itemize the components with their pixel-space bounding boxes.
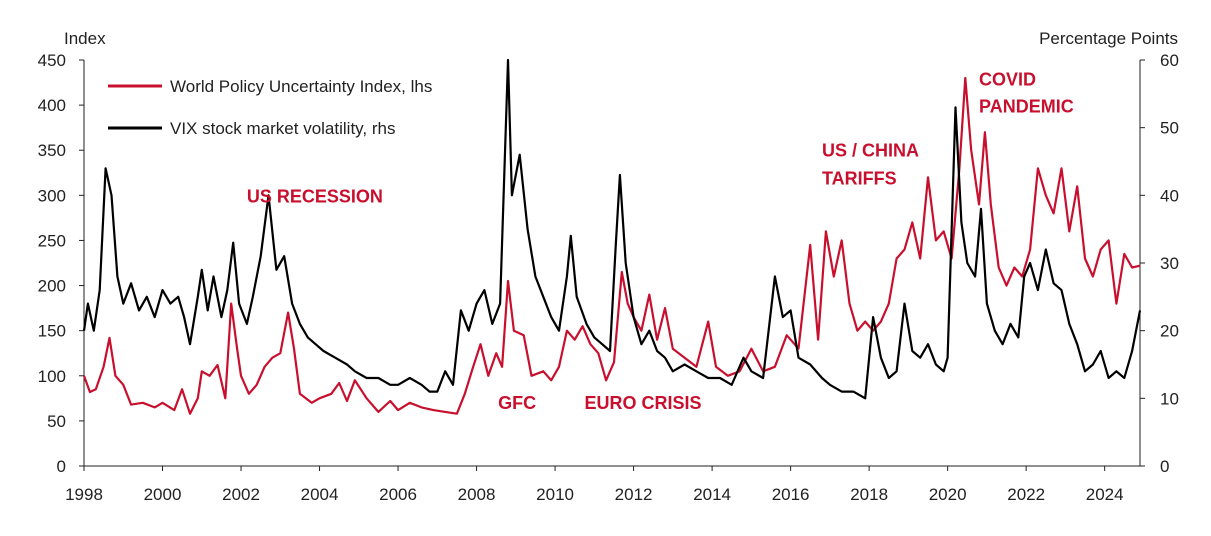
left-axis-title: Index (64, 29, 106, 48)
annotation-label: US RECESSION (247, 187, 383, 207)
series-line-wpui (82, 76, 1141, 415)
x-tick-label: 2004 (301, 485, 339, 504)
annotation-label: EURO CRISIS (585, 393, 702, 413)
legend-label-wpui: World Policy Uncertainty Index, lhs (170, 77, 432, 96)
right-tick-label: 40 (1160, 186, 1179, 205)
x-tick-label: 2000 (144, 485, 182, 504)
right-axis-ticks: 0 10 20 30 40 50 60 (1140, 51, 1179, 476)
annotation-label: PANDEMIC (979, 96, 1074, 116)
right-tick-label: 50 (1160, 119, 1179, 138)
annotation-label: COVID (979, 69, 1036, 89)
x-tick-label: 2012 (615, 485, 653, 504)
right-tick-label: 10 (1160, 389, 1179, 408)
right-tick-label: 30 (1160, 254, 1179, 273)
left-tick-label: 400 (38, 96, 66, 115)
legend-label-vix: VIX stock market volatility, rhs (170, 119, 395, 138)
annotation-label: GFC (498, 393, 536, 413)
left-tick-label: 200 (38, 277, 66, 296)
x-tick-label: 2002 (222, 485, 260, 504)
right-tick-label: 60 (1160, 51, 1179, 70)
x-tick-label: 1998 (65, 485, 103, 504)
x-tick-label: 2010 (536, 485, 574, 504)
left-tick-label: 50 (47, 412, 66, 431)
x-tick-label: 2008 (458, 485, 496, 504)
x-axis-ticks: 1998 2000 2002 2004 2006 2008 2010 2012 2014 2016… (65, 466, 1124, 504)
x-tick-label: 2024 (1086, 485, 1124, 504)
annotation-label: US / CHINA (822, 141, 919, 161)
plot-area (82, 58, 1142, 415)
left-tick-label: 300 (38, 186, 66, 205)
left-tick-label: 150 (38, 322, 66, 341)
right-tick-label: 0 (1160, 457, 1169, 476)
annotation-label: TARIFFS (822, 169, 897, 189)
series-line-vix (82, 58, 1142, 400)
x-tick-label: 2014 (693, 485, 731, 504)
x-tick-label: 2020 (929, 485, 967, 504)
left-tick-label: 100 (38, 367, 66, 386)
left-tick-label: 350 (38, 141, 66, 160)
right-axis-title: Percentage Points (1039, 29, 1178, 48)
left-tick-label: 450 (38, 51, 66, 70)
right-tick-label: 20 (1160, 322, 1179, 341)
left-axis-ticks: 0 50 100 150 200 250 300 350 400 450 (38, 51, 84, 476)
legend: World Policy Uncertainty Index, lhs VIX … (108, 77, 432, 138)
x-tick-label: 2022 (1007, 485, 1045, 504)
x-tick-label: 2016 (772, 485, 810, 504)
left-tick-label: 0 (57, 457, 66, 476)
left-tick-label: 250 (38, 231, 66, 250)
x-tick-label: 2006 (379, 485, 417, 504)
annotations: US RECESSION GFC EURO CRISIS US / CHINA TARI… (247, 69, 1074, 413)
x-tick-label: 2018 (850, 485, 888, 504)
